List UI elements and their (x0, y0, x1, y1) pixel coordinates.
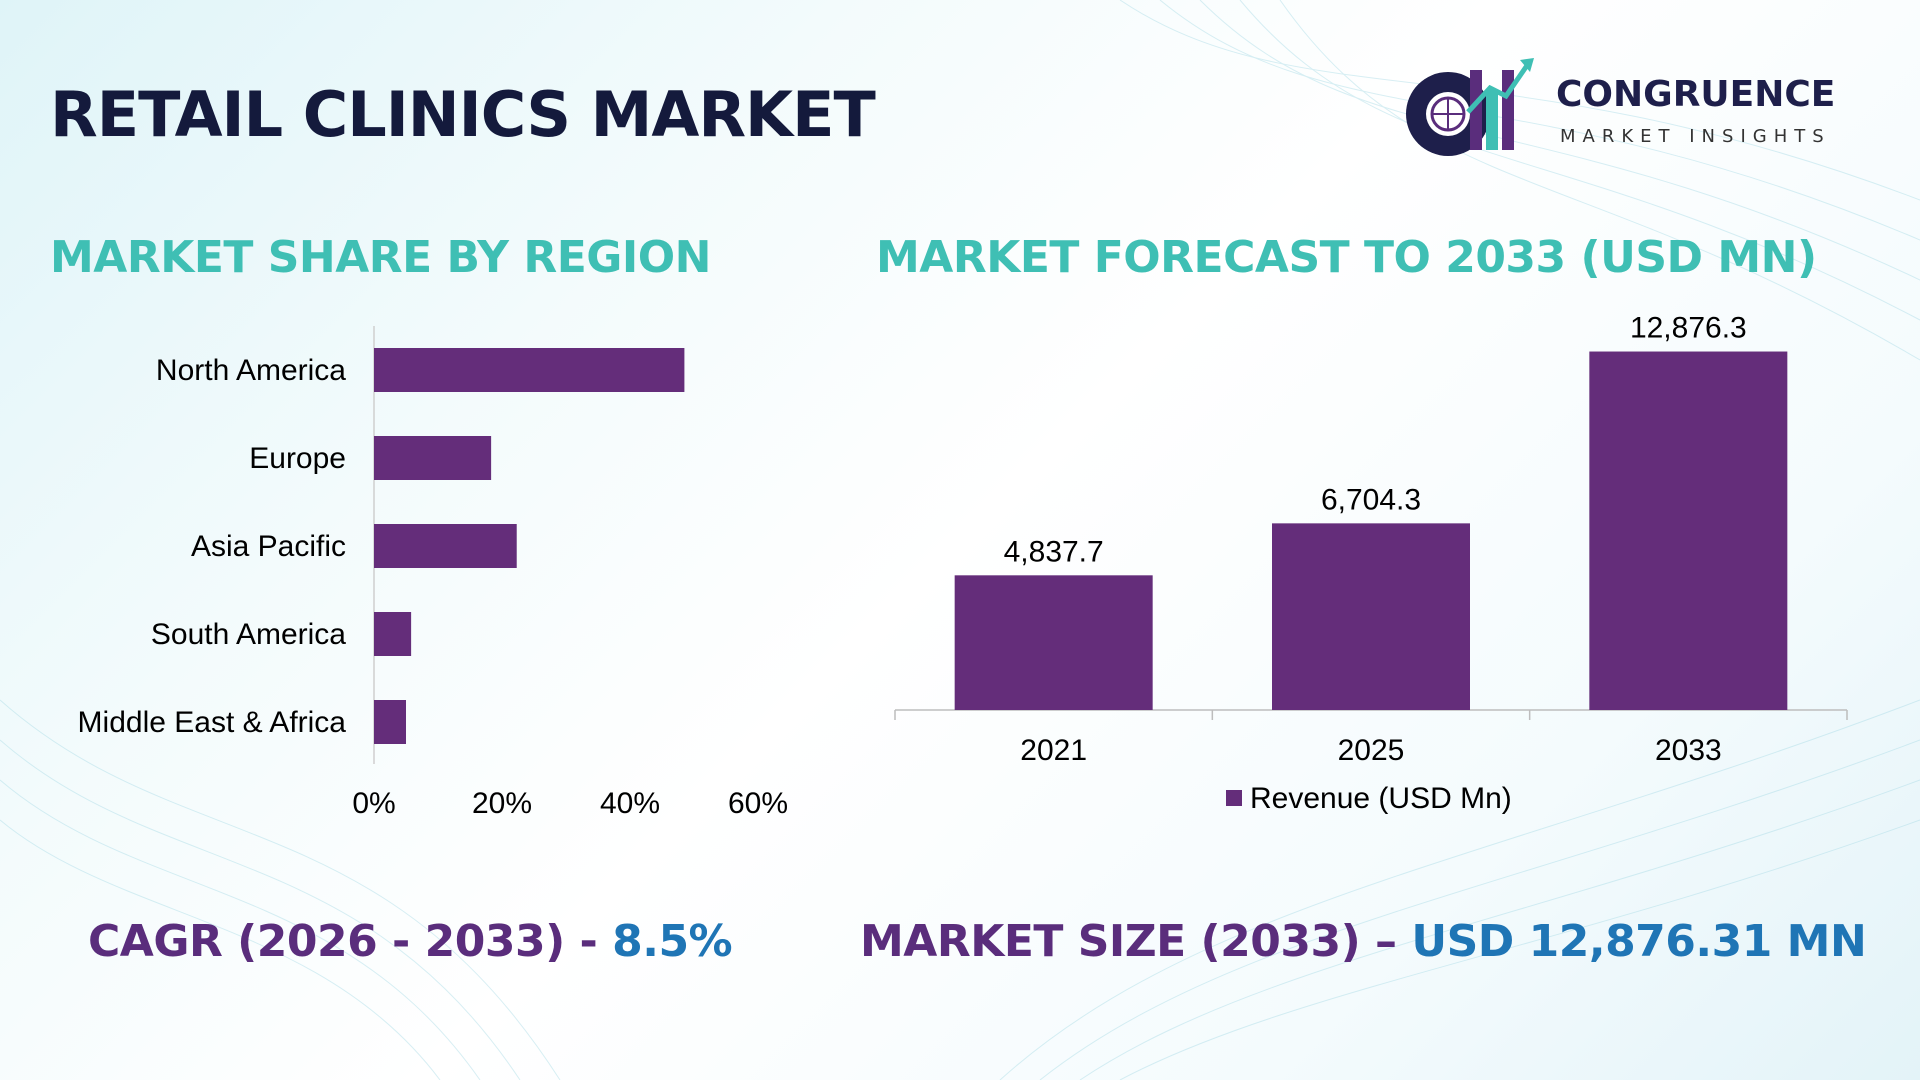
forecast-x-tick-label: 2025 (1338, 734, 1405, 767)
forecast-data-label: 4,837.7 (1004, 535, 1104, 568)
legend-swatch (1226, 790, 1242, 806)
forecast-bar (954, 575, 1153, 710)
region-category-label: North America (156, 354, 346, 387)
region-category-label: South America (151, 618, 346, 651)
cagr-label: CAGR (2026 - 2033) - (88, 916, 613, 967)
region-x-tick-label: 40% (600, 787, 660, 820)
cagr-kpi: CAGR (2026 - 2033) - 8.5% (88, 916, 733, 967)
logo-subtitle: MARKET INSIGHTS (1560, 126, 1831, 147)
region-category-label: Europe (249, 442, 346, 475)
forecast-x-tick-label: 2021 (1020, 734, 1087, 767)
region-category-label: Asia Pacific (191, 530, 346, 563)
region-x-tick-label: 0% (352, 787, 395, 820)
market-size-value: USD 12,876.31 MN (1411, 916, 1867, 967)
region-category-label: Middle East & Africa (78, 706, 347, 739)
market-size-label: MARKET SIZE (2033) – (860, 916, 1412, 967)
forecast-bar (1272, 523, 1470, 710)
forecast-chart-title: MARKET FORECAST TO 2033 (USD MN) (876, 232, 1817, 283)
logo-mark-icon (1406, 58, 1534, 156)
region-x-tick-label: 20% (472, 787, 532, 820)
brand-logo: CONGRUENCE MARKET INSIGHTS (1398, 52, 1878, 162)
region-bar (374, 524, 517, 568)
region-chart-title: MARKET SHARE BY REGION (50, 232, 712, 283)
forecast-bar (1589, 351, 1788, 710)
forecast-x-tick-label: 2033 (1655, 734, 1722, 767)
page-title: RETAIL CLINICS MARKET (50, 78, 876, 151)
legend-label: Revenue (USD Mn) (1250, 782, 1512, 815)
forecast-data-label: 6,704.3 (1321, 483, 1421, 516)
forecast-data-label: 12,876.3 (1630, 312, 1747, 345)
region-bar (374, 612, 412, 656)
cagr-value: 8.5% (612, 916, 733, 967)
region-bar (374, 348, 685, 392)
market-size-kpi: MARKET SIZE (2033) – USD 12,876.31 MN (860, 916, 1867, 967)
logo-name: CONGRUENCE (1556, 74, 1836, 115)
region-bar (374, 700, 406, 744)
region-x-tick-label: 60% (728, 787, 788, 820)
region-bar (374, 436, 492, 480)
